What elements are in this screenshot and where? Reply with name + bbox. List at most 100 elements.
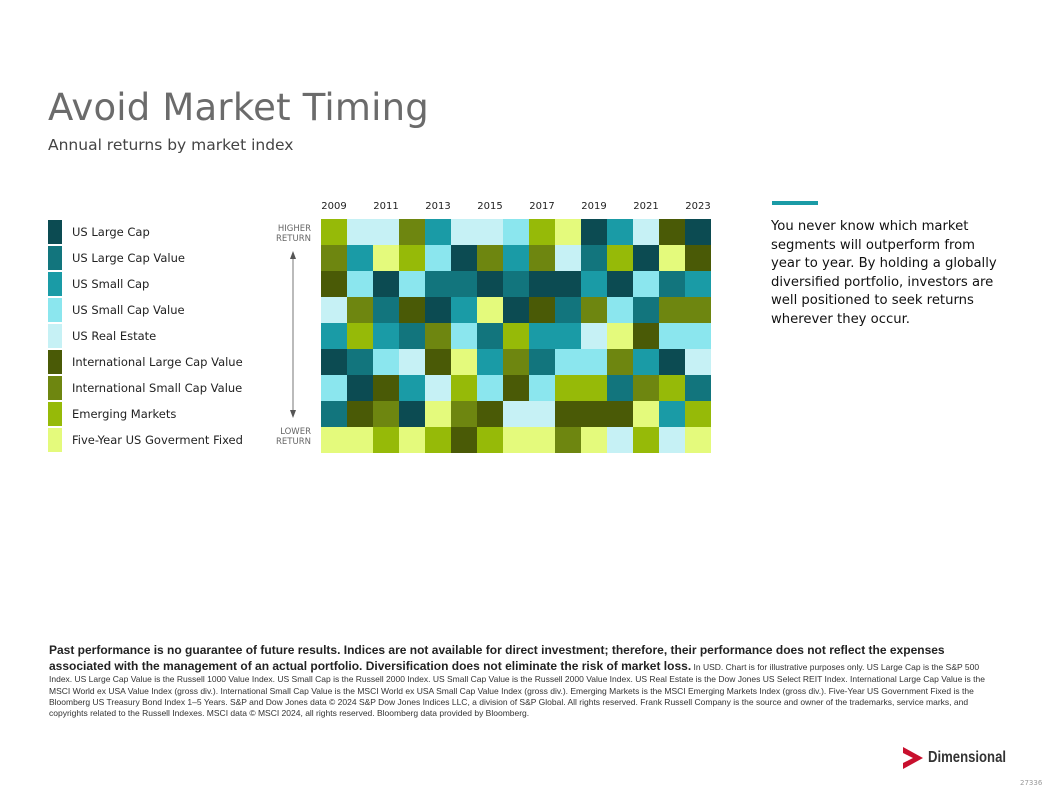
legend-item: US Large Cap bbox=[48, 220, 268, 246]
heatmap-cell bbox=[659, 219, 685, 245]
legend-label: International Large Cap Value bbox=[72, 355, 243, 369]
heatmap-cell bbox=[633, 219, 659, 245]
heatmap-cell bbox=[477, 271, 503, 297]
heatmap-cell bbox=[399, 245, 425, 271]
legend-item: US Small Cap bbox=[48, 272, 268, 298]
heatmap-cell bbox=[451, 401, 477, 427]
heatmap-cell bbox=[321, 271, 347, 297]
heatmap-cell bbox=[477, 323, 503, 349]
heatmap-cell bbox=[399, 323, 425, 349]
heatmap-cell bbox=[555, 323, 581, 349]
heatmap-cell bbox=[607, 219, 633, 245]
heatmap-cell bbox=[607, 401, 633, 427]
heatmap-cell bbox=[529, 245, 555, 271]
heatmap-cell bbox=[633, 427, 659, 453]
heatmap-cell bbox=[529, 427, 555, 453]
heatmap-cell bbox=[685, 427, 711, 453]
heatmap-cell bbox=[529, 375, 555, 401]
year-label: 2013 bbox=[425, 201, 451, 212]
heatmap-cell bbox=[347, 271, 373, 297]
heatmap-cell bbox=[321, 245, 347, 271]
heatmap-cell bbox=[659, 323, 685, 349]
heatmap-cell bbox=[477, 297, 503, 323]
heatmap-cell bbox=[503, 271, 529, 297]
heatmap-cell bbox=[503, 245, 529, 271]
heatmap-cell bbox=[425, 297, 451, 323]
heatmap-cell bbox=[425, 427, 451, 453]
lower-return-label: LOWER RETURN bbox=[276, 427, 311, 447]
heatmap-cell bbox=[347, 245, 373, 271]
heatmap-cell bbox=[607, 245, 633, 271]
year-label: 2019 bbox=[581, 201, 607, 212]
heatmap-cell bbox=[659, 245, 685, 271]
legend-swatch bbox=[48, 272, 62, 296]
heatmap-cell bbox=[347, 349, 373, 375]
heatmap-cell bbox=[321, 375, 347, 401]
heatmap-cell bbox=[581, 297, 607, 323]
legend-swatch bbox=[48, 428, 62, 452]
logo-text: Dimensional bbox=[928, 749, 1007, 766]
heatmap-cell bbox=[555, 427, 581, 453]
heatmap-cell bbox=[347, 297, 373, 323]
heatmap-cell bbox=[529, 297, 555, 323]
legend-label: US Small Cap Value bbox=[72, 303, 185, 317]
heatmap-cell bbox=[373, 219, 399, 245]
legend-item: US Real Estate bbox=[48, 324, 268, 350]
legend-swatch bbox=[48, 350, 62, 374]
dimensional-logo-icon bbox=[903, 747, 923, 769]
heatmap-cell bbox=[659, 349, 685, 375]
heatmap-cell bbox=[555, 245, 581, 271]
heatmap-cell bbox=[659, 401, 685, 427]
legend-label: Five-Year US Goverment Fixed bbox=[72, 433, 243, 447]
heatmap-cell bbox=[347, 219, 373, 245]
heatmap-cell bbox=[321, 323, 347, 349]
heatmap-cell bbox=[321, 427, 347, 453]
heatmap-cell bbox=[555, 401, 581, 427]
heatmap-cell bbox=[425, 349, 451, 375]
heatmap-cell bbox=[555, 219, 581, 245]
heatmap-cell bbox=[581, 401, 607, 427]
heatmap-cell bbox=[607, 349, 633, 375]
heatmap-cell bbox=[477, 245, 503, 271]
callout-text: You never know which market segments wil… bbox=[771, 219, 997, 327]
heatmap-cell bbox=[633, 271, 659, 297]
heatmap-cell bbox=[373, 375, 399, 401]
year-label: 2015 bbox=[477, 201, 503, 212]
heatmap-cell bbox=[477, 349, 503, 375]
returns-heatmap bbox=[321, 219, 711, 453]
heatmap-cell bbox=[425, 323, 451, 349]
heatmap-cell bbox=[321, 401, 347, 427]
heatmap-cell bbox=[399, 401, 425, 427]
heatmap-cell bbox=[685, 271, 711, 297]
heatmap-cell bbox=[373, 427, 399, 453]
heatmap-cell bbox=[399, 427, 425, 453]
heatmap-cell bbox=[633, 401, 659, 427]
heatmap-cell bbox=[451, 427, 477, 453]
heatmap-cell bbox=[347, 375, 373, 401]
heatmap-cell bbox=[399, 271, 425, 297]
heatmap-cell bbox=[451, 323, 477, 349]
heatmap-cell bbox=[555, 271, 581, 297]
legend-swatch bbox=[48, 298, 62, 322]
year-label: 2021 bbox=[633, 201, 659, 212]
heatmap-cell bbox=[503, 349, 529, 375]
heatmap-cell bbox=[659, 271, 685, 297]
disclaimer-bold: Past performance is no guarantee of futu… bbox=[49, 643, 945, 673]
heatmap-cell bbox=[477, 219, 503, 245]
heatmap-cell bbox=[321, 219, 347, 245]
heatmap-cell bbox=[581, 271, 607, 297]
heatmap-cell bbox=[477, 401, 503, 427]
heatmap-cell bbox=[451, 271, 477, 297]
heatmap-cell bbox=[607, 271, 633, 297]
heatmap-cell bbox=[503, 297, 529, 323]
heatmap-cell bbox=[451, 219, 477, 245]
heatmap-cell bbox=[581, 245, 607, 271]
heatmap-cell bbox=[555, 375, 581, 401]
heatmap-cell bbox=[581, 375, 607, 401]
heatmap-cell bbox=[607, 297, 633, 323]
heatmap-cell bbox=[425, 245, 451, 271]
legend-item: US Small Cap Value bbox=[48, 298, 268, 324]
heatmap-cell bbox=[503, 427, 529, 453]
legend-item: Five-Year US Goverment Fixed bbox=[48, 428, 268, 454]
heatmap-cell bbox=[685, 375, 711, 401]
